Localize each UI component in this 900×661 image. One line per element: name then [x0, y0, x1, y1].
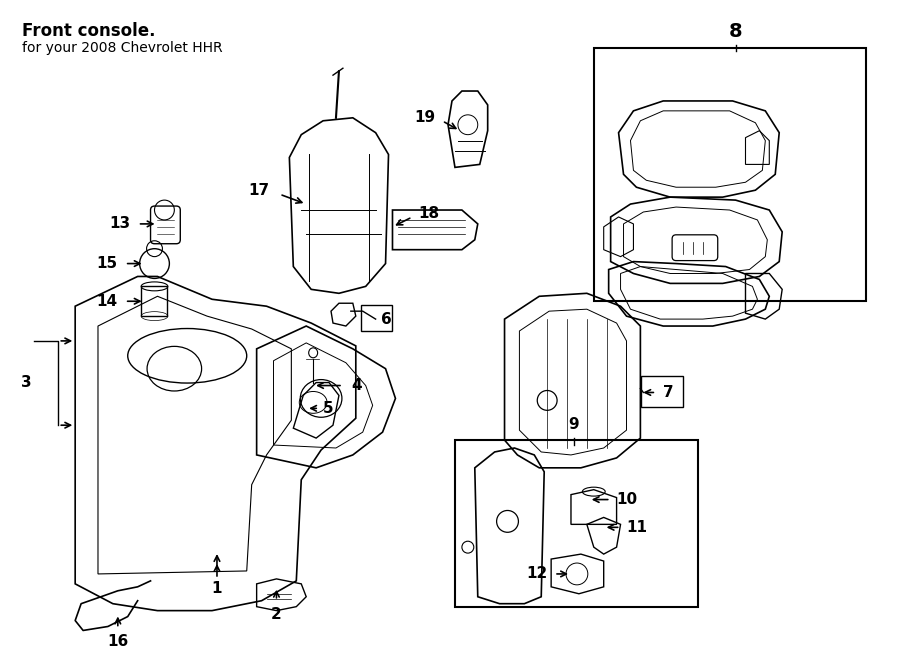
Text: 10: 10 — [616, 492, 638, 507]
Text: 15: 15 — [96, 256, 118, 271]
Text: 1: 1 — [212, 581, 222, 596]
Text: 17: 17 — [248, 182, 269, 198]
Text: 2: 2 — [271, 607, 282, 621]
Text: 12: 12 — [526, 566, 547, 582]
Text: 18: 18 — [418, 206, 439, 221]
Text: for your 2008 Chevrolet HHR: for your 2008 Chevrolet HHR — [22, 42, 222, 56]
Text: 19: 19 — [414, 110, 435, 126]
Text: 11: 11 — [626, 520, 647, 535]
Text: 3: 3 — [21, 375, 32, 390]
Bar — [594, 48, 867, 301]
Text: 13: 13 — [110, 216, 130, 231]
Text: 14: 14 — [96, 293, 118, 309]
Text: 9: 9 — [569, 417, 580, 432]
Text: Front console.: Front console. — [22, 22, 155, 40]
Bar — [455, 440, 698, 607]
Text: 5: 5 — [323, 401, 334, 416]
Text: 7: 7 — [663, 385, 674, 400]
Text: 8: 8 — [729, 22, 742, 42]
Text: 4: 4 — [351, 378, 362, 393]
Text: 6: 6 — [381, 311, 392, 327]
Text: 16: 16 — [107, 635, 129, 649]
